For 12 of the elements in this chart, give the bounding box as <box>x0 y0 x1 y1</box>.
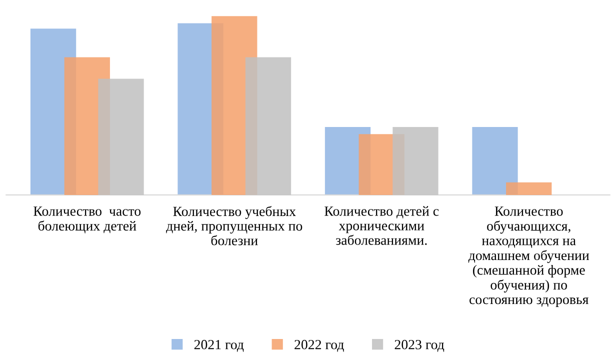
bar <box>245 57 292 195</box>
legend-label: 2021 год <box>194 340 244 352</box>
x-tick-label: Количество детей с хроническими заболеваниями. <box>324 206 439 245</box>
x-tick-label: Количество часто болеющих детей <box>34 206 141 234</box>
legend-label: 2023 год <box>394 340 444 352</box>
bar <box>472 127 518 195</box>
bar <box>98 78 144 195</box>
x-tick-label: Количество учебных дней, пропущенных по болезни <box>166 206 302 246</box>
x-tick-label: Количество обучающихся, находящихся на домашнем обучении (смешанной форме обучения) по состоянию здоровья <box>468 206 590 307</box>
legend-label: 2022 год <box>294 340 344 352</box>
bar <box>506 182 552 195</box>
bar <box>392 127 438 195</box>
